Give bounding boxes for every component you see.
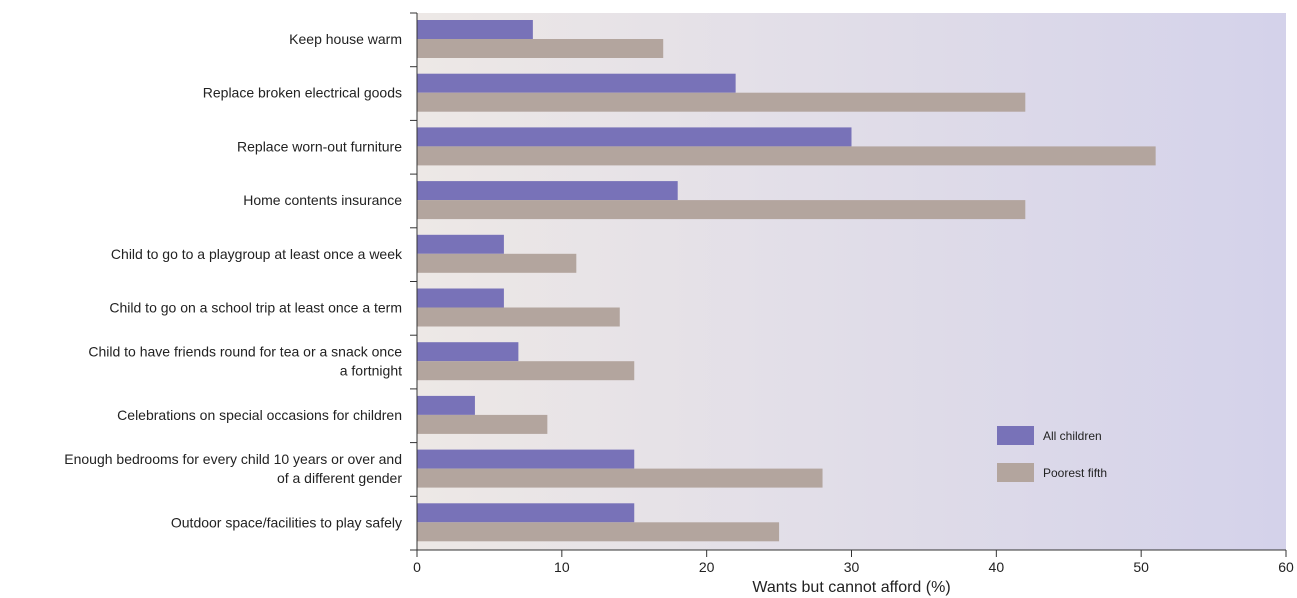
bar-poorest-fifth-3 xyxy=(417,200,1026,220)
category-label-line: Celebrations on special occasions for ch… xyxy=(117,407,402,423)
legend-label-poorest-fifth: Poorest fifth xyxy=(1043,466,1107,480)
x-tick-label: 0 xyxy=(413,559,421,575)
legend-label-all-children: All children xyxy=(1043,429,1102,443)
category-label-line: a fortnight xyxy=(340,363,402,379)
x-tick-label: 50 xyxy=(1133,559,1149,575)
category-label-7: Celebrations on special occasions for ch… xyxy=(117,407,402,423)
category-label-line: Home contents insurance xyxy=(243,192,402,208)
category-label-line: Replace worn-out furniture xyxy=(237,138,402,154)
category-label-0: Keep house warm xyxy=(289,31,402,47)
legend-swatch-all-children xyxy=(997,426,1034,445)
category-label-5: Child to go on a school trip at least on… xyxy=(109,300,402,316)
bar-poorest-fifth-9 xyxy=(417,522,780,542)
bar-poorest-fifth-6 xyxy=(417,361,635,381)
category-label-4: Child to go to a playgroup at least once… xyxy=(111,246,403,262)
bar-poorest-fifth-7 xyxy=(417,414,548,434)
bar-poorest-fifth-0 xyxy=(417,39,664,58)
bar-all-children-9 xyxy=(417,503,635,523)
bar-all-children-5 xyxy=(417,288,504,308)
x-tick-label: 60 xyxy=(1278,559,1294,575)
category-label-line: Outdoor space/facilities to play safely xyxy=(171,514,402,530)
x-tick-label: 20 xyxy=(699,559,715,575)
bar-all-children-2 xyxy=(417,127,852,147)
category-label-line: Child to go on a school trip at least on… xyxy=(109,300,402,316)
category-label-line: of a different gender xyxy=(277,470,402,486)
axes-group: 0 10 20 30 40 50 60 xyxy=(410,12,1294,575)
x-tick-label: 30 xyxy=(844,559,860,575)
category-label-2: Replace worn-out furniture xyxy=(237,138,402,154)
bar-all-children-8 xyxy=(417,449,635,469)
x-tick-label: 40 xyxy=(989,559,1005,575)
x-axis-title: Wants but cannot afford (%) xyxy=(752,579,950,596)
category-label-8: Enough bedrooms for every child 10 years… xyxy=(64,451,402,486)
category-label-6: Child to have friends round for tea or a… xyxy=(88,344,402,379)
bar-all-children-6 xyxy=(417,342,519,362)
bar-poorest-fifth-5 xyxy=(417,307,620,327)
x-tick-label: 10 xyxy=(554,559,570,575)
bar-poorest-fifth-8 xyxy=(417,468,823,488)
bar-all-children-3 xyxy=(417,181,678,201)
category-label-line: Keep house warm xyxy=(289,31,402,47)
bars-group xyxy=(417,20,1156,542)
category-label-1: Replace broken electrical goods xyxy=(203,85,402,101)
bar-all-children-1 xyxy=(417,73,736,93)
bar-all-children-0 xyxy=(417,20,533,39)
bar-poorest-fifth-1 xyxy=(417,92,1026,112)
legend: All children Poorest fifth xyxy=(997,426,1107,482)
legend-swatch-poorest-fifth xyxy=(997,463,1034,482)
category-label-line: Child to go to a playgroup at least once… xyxy=(111,246,403,262)
category-label-line: Child to have friends round for tea or a… xyxy=(88,344,402,360)
category-label-9: Outdoor space/facilities to play safely xyxy=(171,514,402,530)
bar-all-children-7 xyxy=(417,395,475,415)
bar-poorest-fifth-2 xyxy=(417,146,1156,166)
category-label-line: Replace broken electrical goods xyxy=(203,85,402,101)
category-label-line: Enough bedrooms for every child 10 years… xyxy=(64,451,402,467)
labels-group: Keep house warm Replace broken electrical… xyxy=(64,31,403,530)
bar-poorest-fifth-4 xyxy=(417,253,577,273)
bar-all-children-4 xyxy=(417,234,504,254)
category-label-3: Home contents insurance xyxy=(243,192,402,208)
